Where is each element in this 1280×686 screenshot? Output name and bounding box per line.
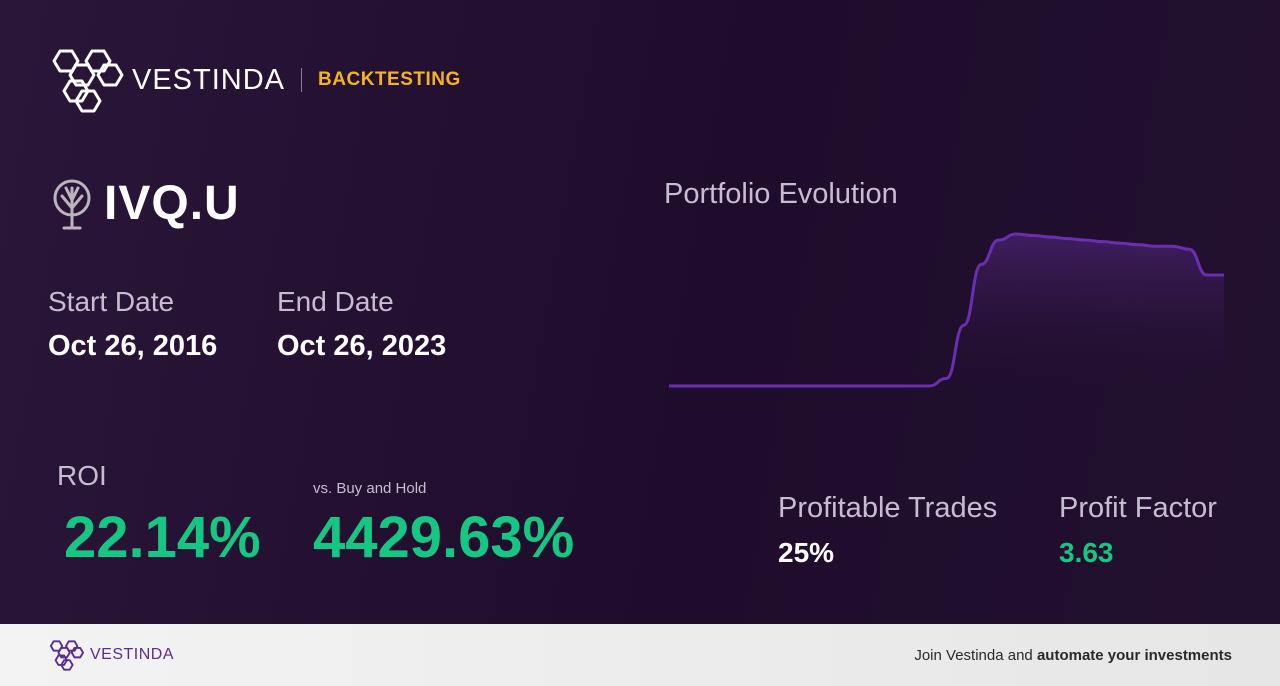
- portfolio-chart: [669, 232, 1224, 388]
- roi-value: 22.14%: [64, 505, 261, 570]
- profit-factor-value: 3.63: [1059, 537, 1114, 568]
- profitable-trades: Profitable Trades 25%: [778, 492, 997, 569]
- start-date-value: Oct 26, 2016: [48, 330, 218, 362]
- section-label: BACKTESTING: [318, 69, 461, 90]
- footer-cta[interactable]: Join Vestinda and automate your investme…: [914, 647, 1232, 664]
- start-date-label: Start Date: [48, 286, 175, 317]
- buy-hold-label: vs. Buy and Hold: [313, 480, 427, 497]
- brand-name: VESTINDA: [132, 63, 286, 96]
- ticker: IVQ.U: [52, 176, 240, 231]
- profit-factor-label: Profit Factor: [1059, 492, 1217, 524]
- footer-cta-prefix: Join Vestinda and: [914, 646, 1037, 664]
- end-date: End Date Oct 26, 2023: [277, 286, 446, 363]
- vestinda-logo-icon: [49, 640, 84, 671]
- start-date: Start Date Oct 26, 2016: [48, 286, 217, 363]
- profitable-trades-value: 25%: [778, 537, 835, 568]
- header-divider: [301, 68, 303, 92]
- profitable-trades-label: Profitable Trades: [778, 492, 998, 524]
- chart-area: [669, 234, 1224, 386]
- chart-series-line: [669, 232, 1224, 388]
- profit-factor: Profit Factor 3.63: [1059, 492, 1217, 569]
- chart-title: Portfolio Evolution: [664, 178, 898, 210]
- header: VESTINDA BACKTESTING: [48, 46, 461, 114]
- footer-logo-link[interactable]: VESTINDA: [48, 639, 174, 671]
- end-date-label: End Date: [277, 286, 394, 317]
- footer-brand: VESTINDA: [90, 646, 175, 663]
- buy-hold-value: 4429.63%: [313, 505, 575, 570]
- backtest-card: VESTINDA BACKTESTING IVQ.U Start Date Oc…: [0, 0, 1280, 624]
- footer-cta-bold: automate your investments: [1036, 646, 1232, 664]
- end-date-value: Oct 26, 2023: [277, 330, 447, 362]
- roi-label: ROI: [57, 460, 107, 491]
- vestinda-logo-icon: [52, 49, 124, 113]
- ticker-symbol: IVQ.U: [104, 177, 240, 230]
- tree-icon: [53, 179, 91, 229]
- footer: VESTINDA Join Vestinda and automate your…: [0, 624, 1280, 686]
